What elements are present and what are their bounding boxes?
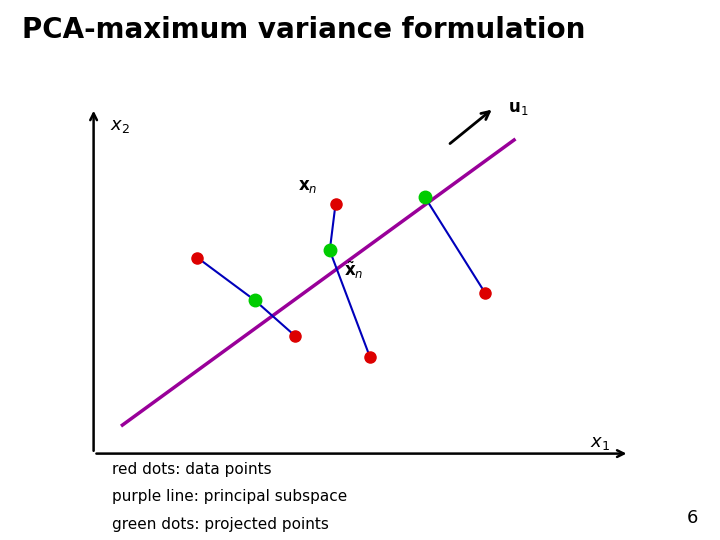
Text: PCA-maximum variance formulation: PCA-maximum variance formulation: [22, 16, 585, 44]
Text: purple line: principal subspace: purple line: principal subspace: [112, 489, 347, 504]
Text: green dots: projected points: green dots: projected points: [112, 517, 328, 532]
Text: $x_1$: $x_1$: [590, 434, 611, 452]
Text: 6: 6: [687, 509, 698, 528]
Text: $\mathbf{u}_1$: $\mathbf{u}_1$: [508, 99, 528, 117]
Text: $x_2$: $x_2$: [109, 117, 130, 134]
Text: $\tilde{\mathbf{x}}_n$: $\tilde{\mathbf{x}}_n$: [344, 259, 364, 281]
Text: $\mathbf{x}_n$: $\mathbf{x}_n$: [298, 177, 318, 195]
Text: red dots: data points: red dots: data points: [112, 462, 271, 477]
